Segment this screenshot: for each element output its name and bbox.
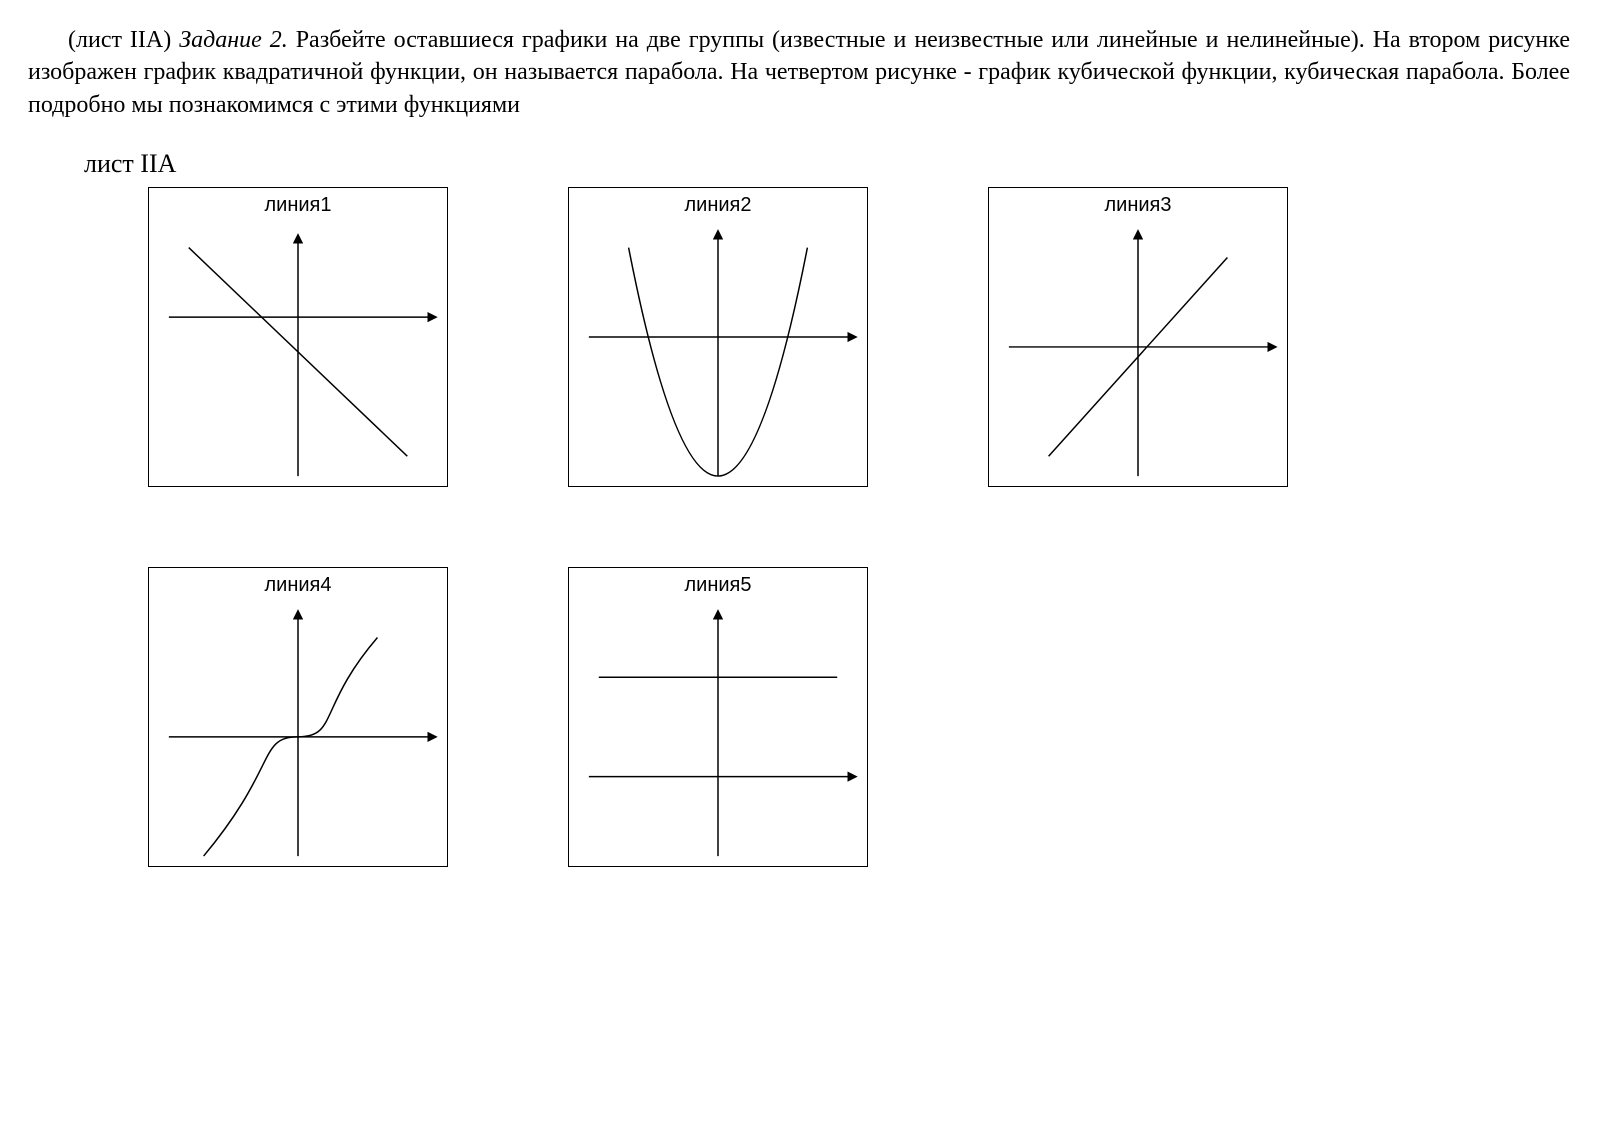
- chart-line2: линия2: [568, 187, 868, 487]
- task-paragraph: (лист IIА) Задание 2. Разбейте оставшиес…: [28, 24, 1570, 121]
- chart-line4: линия4: [148, 567, 448, 867]
- chart-line1: линия1: [148, 187, 448, 487]
- chart-svg-line2: [569, 188, 867, 486]
- charts-row-2: линия4 линия5: [148, 567, 1468, 867]
- chart-svg-line5: [569, 568, 867, 866]
- task-prefix: (лист IIА): [68, 27, 179, 53]
- charts-row-1: линия1 линия2 линия3: [148, 187, 1468, 487]
- curve-line4: [204, 638, 378, 857]
- task-label: Задание 2.: [179, 27, 288, 53]
- chart-line3: линия3: [988, 187, 1288, 487]
- charts-container: линия1 линия2 линия3 линия4 линия5: [148, 187, 1468, 867]
- chart-svg-line4: [149, 568, 447, 866]
- chart-svg-line3: [989, 188, 1287, 486]
- sheet-label: лист IIА: [84, 149, 1570, 179]
- chart-line5: линия5: [568, 567, 868, 867]
- page: (лист IIА) Задание 2. Разбейте оставшиес…: [0, 0, 1598, 987]
- chart-svg-line1: [149, 188, 447, 486]
